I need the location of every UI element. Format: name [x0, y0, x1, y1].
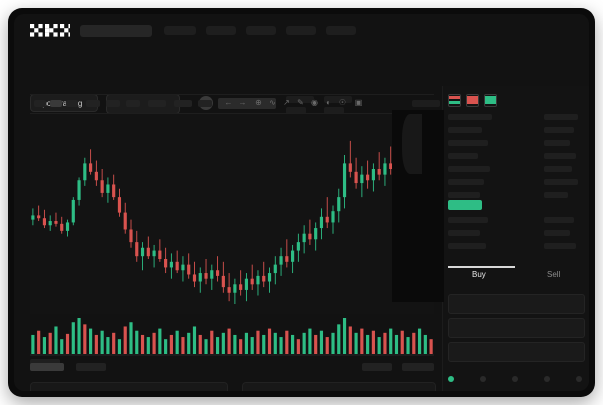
orderbook-ask-row[interactable]	[448, 140, 488, 146]
top-navigation-bar	[14, 14, 589, 46]
bottom-panel-right[interactable]	[242, 382, 436, 391]
order-amount-input[interactable]	[448, 318, 585, 338]
timeframe-1d[interactable]	[126, 100, 140, 107]
okx-logo[interactable]	[30, 24, 70, 37]
orderbook-bid-row[interactable]	[448, 243, 486, 249]
orderbook-ask-row[interactable]	[448, 153, 478, 159]
orderbook-ask-size	[544, 114, 578, 120]
timeframe-1h[interactable]	[86, 100, 100, 107]
price-candlestick-chart[interactable]	[30, 114, 434, 314]
active-tab-underline	[448, 266, 515, 268]
magnet-icon[interactable]: ◉	[311, 98, 318, 107]
orderbook-ask-size	[544, 192, 568, 198]
axis-tick-1	[30, 359, 60, 365]
orderbook-bid-size	[544, 243, 576, 249]
price-change-value	[324, 96, 352, 103]
bottom-tab-open-orders[interactable]	[30, 363, 64, 371]
orderbook-ask-row[interactable]	[448, 127, 482, 133]
app-screen: Spot Trading ⌄	[14, 14, 589, 391]
eye-icon[interactable]: ◐	[326, 98, 331, 107]
chart-toolbar	[30, 94, 434, 114]
orderbook-ask-size	[544, 140, 570, 146]
orderbook-ask-row[interactable]	[448, 166, 490, 172]
timeframe-15m[interactable]	[66, 100, 78, 107]
slider-dot-50[interactable]	[512, 376, 518, 382]
market-subheader: Spot Trading ⌄	[14, 46, 589, 114]
last-price-value	[286, 96, 314, 103]
amount-percent-slider[interactable]	[448, 376, 583, 384]
nav-item-2[interactable]	[206, 26, 236, 35]
slider-dot-0[interactable]	[448, 376, 454, 382]
orderbook-panel	[442, 86, 589, 391]
chart-type-select[interactable]	[148, 100, 166, 107]
orderbook-ask-row[interactable]	[448, 179, 484, 185]
volume-histogram	[30, 314, 434, 356]
settings-button[interactable]	[198, 100, 212, 107]
orderbook-ask-size	[544, 166, 572, 172]
nav-item-3[interactable]	[246, 26, 276, 35]
orderbook-bid-row[interactable]	[448, 230, 480, 236]
book-both-icon[interactable]	[448, 94, 461, 107]
orderbook-mid-price	[448, 200, 482, 210]
price-change-caption	[324, 107, 344, 114]
bottom-panel-left[interactable]	[30, 382, 228, 391]
orderbook-ask-size	[544, 153, 576, 159]
nav-item-5[interactable]	[326, 26, 356, 35]
crosshair-icon[interactable]: ⊕	[255, 98, 262, 107]
redo-icon[interactable]: →	[238, 98, 247, 107]
tablet-device-bezel: Spot Trading ⌄	[8, 8, 595, 397]
line-chart-icon[interactable]: ∿	[269, 98, 276, 107]
orderbook-bid-size	[544, 230, 570, 236]
tab-buy[interactable]: Buy	[472, 270, 486, 279]
book-buy-icon[interactable]	[484, 94, 497, 107]
bottom-tab-order-history[interactable]	[76, 363, 106, 371]
trash-icon[interactable]: ▣	[354, 98, 363, 107]
stat-24h-high	[412, 100, 440, 107]
pair-name-label	[218, 98, 276, 109]
orderbook-ask-row[interactable]	[448, 192, 480, 198]
orderbook-bid-row[interactable]	[448, 217, 488, 223]
tab-sell[interactable]: Sell	[547, 270, 561, 279]
trendline-icon[interactable]: ↗	[283, 98, 290, 107]
orderbook-bid-size	[544, 217, 574, 223]
timeframe-selected[interactable]	[50, 100, 62, 107]
nav-item-4[interactable]	[286, 26, 316, 35]
volume-svg	[30, 318, 434, 356]
orderbook-ask-size	[544, 127, 574, 133]
lock-icon[interactable]: ☉	[338, 98, 347, 107]
orderbook-view-toggle[interactable]	[448, 94, 497, 107]
undo-icon[interactable]: ←	[224, 98, 233, 107]
orderbook-ask-row[interactable]	[448, 114, 492, 120]
order-total-input[interactable]	[448, 342, 585, 362]
slider-dot-100[interactable]	[576, 376, 582, 382]
indicators-button[interactable]	[174, 100, 192, 107]
overlay-artifact-shape	[402, 114, 422, 174]
timeframe-4h[interactable]	[106, 100, 120, 107]
last-price-caption	[286, 107, 306, 114]
nav-item-1[interactable]	[164, 26, 196, 35]
bottom-tab-positions[interactable]	[402, 363, 434, 371]
brush-icon[interactable]: ✎	[297, 98, 304, 107]
candles-svg	[31, 124, 433, 304]
timeframe-1m[interactable]	[34, 100, 46, 107]
bottom-tab-assets[interactable]	[362, 363, 392, 371]
book-sell-icon[interactable]	[466, 94, 479, 107]
slider-dot-75[interactable]	[544, 376, 550, 382]
orderbook-ask-size	[544, 179, 578, 185]
global-search-input[interactable]	[80, 25, 152, 37]
order-price-input[interactable]	[448, 294, 585, 314]
slider-dot-25[interactable]	[480, 376, 486, 382]
